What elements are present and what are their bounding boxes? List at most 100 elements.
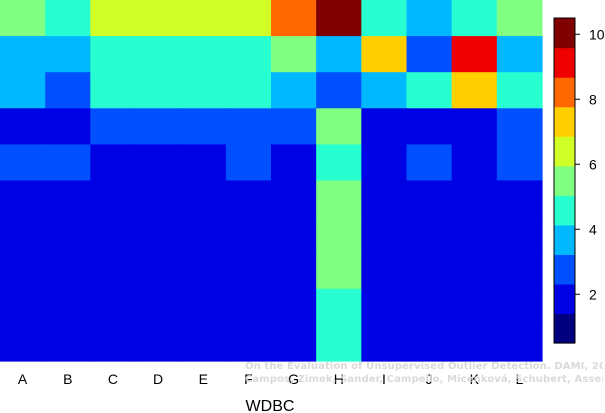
heatmap-cell-K-8 <box>451 252 498 290</box>
heatmap-cell-H-6 <box>316 180 362 218</box>
heatmap-cell-A-3 <box>0 72 46 109</box>
heatmap-cell-B-9 <box>45 288 91 326</box>
heatmap-cell-E-2 <box>180 36 227 73</box>
heatmap-cell-F-1 <box>225 0 272 37</box>
heatmap-cell-C-3 <box>90 72 137 109</box>
heatmap-cell-G-6 <box>271 180 317 218</box>
heatmap-cell-A-10 <box>0 324 46 362</box>
heatmap-cell-D-5 <box>135 144 182 182</box>
heatmap-cell-C-1 <box>90 0 137 37</box>
heatmap-cell-F-3 <box>225 72 272 109</box>
heatmap-cell-A-1 <box>0 0 46 37</box>
heatmap-cell-J-1 <box>406 0 453 37</box>
heatmap-cell-E-6 <box>180 180 227 218</box>
credit-line-2: Campos, Zimek, Sander, Campello, Micenko… <box>245 374 603 385</box>
color-bar-segment <box>554 136 575 167</box>
heatmap-cell-B-8 <box>45 252 91 290</box>
x-tick-label: B <box>63 371 72 387</box>
heatmap-cell-L-9 <box>496 288 543 326</box>
heatmap-cell-B-6 <box>45 180 91 218</box>
heatmap-cell-K-4 <box>451 108 498 145</box>
heatmap-cell-F-9 <box>225 288 272 326</box>
heatmap-cell-I-2 <box>361 36 408 73</box>
heatmap-cell-K-3 <box>451 72 498 109</box>
heatmap-cell-H-3 <box>316 72 362 109</box>
x-tick-labels: A B C D E F G H I J K L <box>18 371 524 387</box>
heatmap-cell-F-5 <box>225 144 272 182</box>
heatmap-cell-H-2 <box>316 36 362 73</box>
x-tick-label: D <box>153 371 163 387</box>
heatmap-cell-C-9 <box>90 288 137 326</box>
x-axis-title: WDBC <box>246 398 295 413</box>
color-bar-segment <box>554 77 575 108</box>
heatmap-cell-E-9 <box>180 288 227 326</box>
color-bar-segment <box>554 283 575 315</box>
heatmap-cell-L-10 <box>496 324 543 362</box>
heatmap-cell-H-4 <box>316 108 362 145</box>
heatmap-cell-H-10 <box>316 324 362 362</box>
heatmap-cell-F-6 <box>225 180 272 218</box>
heatmap-cell-J-4 <box>406 108 453 145</box>
heatmap-cell-A-8 <box>0 252 46 290</box>
x-tick-label: L <box>516 371 524 387</box>
heatmap-cells <box>0 0 543 362</box>
x-tick-label: H <box>334 371 344 387</box>
color-bar-segment <box>554 195 575 226</box>
heatmap-cell-G-3 <box>271 72 317 109</box>
heatmap-cell-K-6 <box>451 180 498 218</box>
heatmap-cell-K-7 <box>451 216 498 254</box>
heatmap-cell-E-3 <box>180 72 227 109</box>
heatmap-cell-D-1 <box>135 0 182 37</box>
heatmap-cell-J-7 <box>406 216 453 254</box>
heatmap-cell-G-9 <box>271 288 317 326</box>
heatmap-cell-L-8 <box>496 252 543 290</box>
heatmap-cell-C-2 <box>90 36 137 73</box>
x-tick-label: A <box>18 371 28 387</box>
color-bar-tick-label: 2 <box>589 286 597 302</box>
heatmap-cell-D-9 <box>135 288 182 326</box>
heatmap-cell-J-2 <box>406 36 453 73</box>
heatmap-cell-I-5 <box>361 144 408 182</box>
heatmap-cell-C-4 <box>90 108 137 145</box>
heatmap-cell-K-10 <box>451 324 498 362</box>
heatmap-cell-J-6 <box>406 180 453 218</box>
heatmap-cell-E-4 <box>180 108 227 145</box>
heatmap-cell-E-8 <box>180 252 227 290</box>
heatmap-cell-A-4 <box>0 108 46 145</box>
heatmap-cell-G-1 <box>271 0 317 37</box>
x-tick-label: K <box>470 371 480 387</box>
color-bar-tick-label: 10 <box>589 26 605 42</box>
heatmap-cell-G-10 <box>271 324 317 362</box>
heatmap-cell-L-4 <box>496 108 543 145</box>
color-bar-border <box>553 17 576 344</box>
heatmap-cell-D-3 <box>135 72 182 109</box>
heatmap-cell-C-5 <box>90 144 137 182</box>
heatmap-cell-J-9 <box>406 288 453 326</box>
heatmap-cell-E-1 <box>180 0 227 37</box>
x-tick-label: G <box>288 371 299 387</box>
heatmap-cell-K-5 <box>451 144 498 182</box>
heatmap-cell-I-7 <box>361 216 408 254</box>
heatmap-cell-L-7 <box>496 216 543 254</box>
heatmap-cell-C-7 <box>90 216 137 254</box>
heatmap-cell-K-9 <box>451 288 498 326</box>
heatmap-cell-J-10 <box>406 324 453 362</box>
heatmap-cell-H-1 <box>316 0 362 37</box>
heatmap-cell-D-6 <box>135 180 182 218</box>
heatmap-cell-F-7 <box>225 216 272 254</box>
heatmap-cell-A-7 <box>0 216 46 254</box>
heatmap-cell-D-8 <box>135 252 182 290</box>
heatmap-cell-B-2 <box>45 36 91 73</box>
heatmap-cell-D-2 <box>135 36 182 73</box>
heatmap-cell-F-10 <box>225 324 272 362</box>
x-tick-label: F <box>244 371 253 387</box>
heatmap-cell-B-5 <box>45 144 91 182</box>
heatmap-cell-E-7 <box>180 216 227 254</box>
heatmap-cell-I-10 <box>361 324 408 362</box>
heatmap-cell-B-1 <box>45 0 91 37</box>
x-tick-label: C <box>108 371 118 387</box>
heatmap-cell-D-10 <box>135 324 182 362</box>
color-bar-ticks: 2 4 6 8 10 <box>575 26 605 302</box>
color-bar-segment <box>554 165 575 196</box>
